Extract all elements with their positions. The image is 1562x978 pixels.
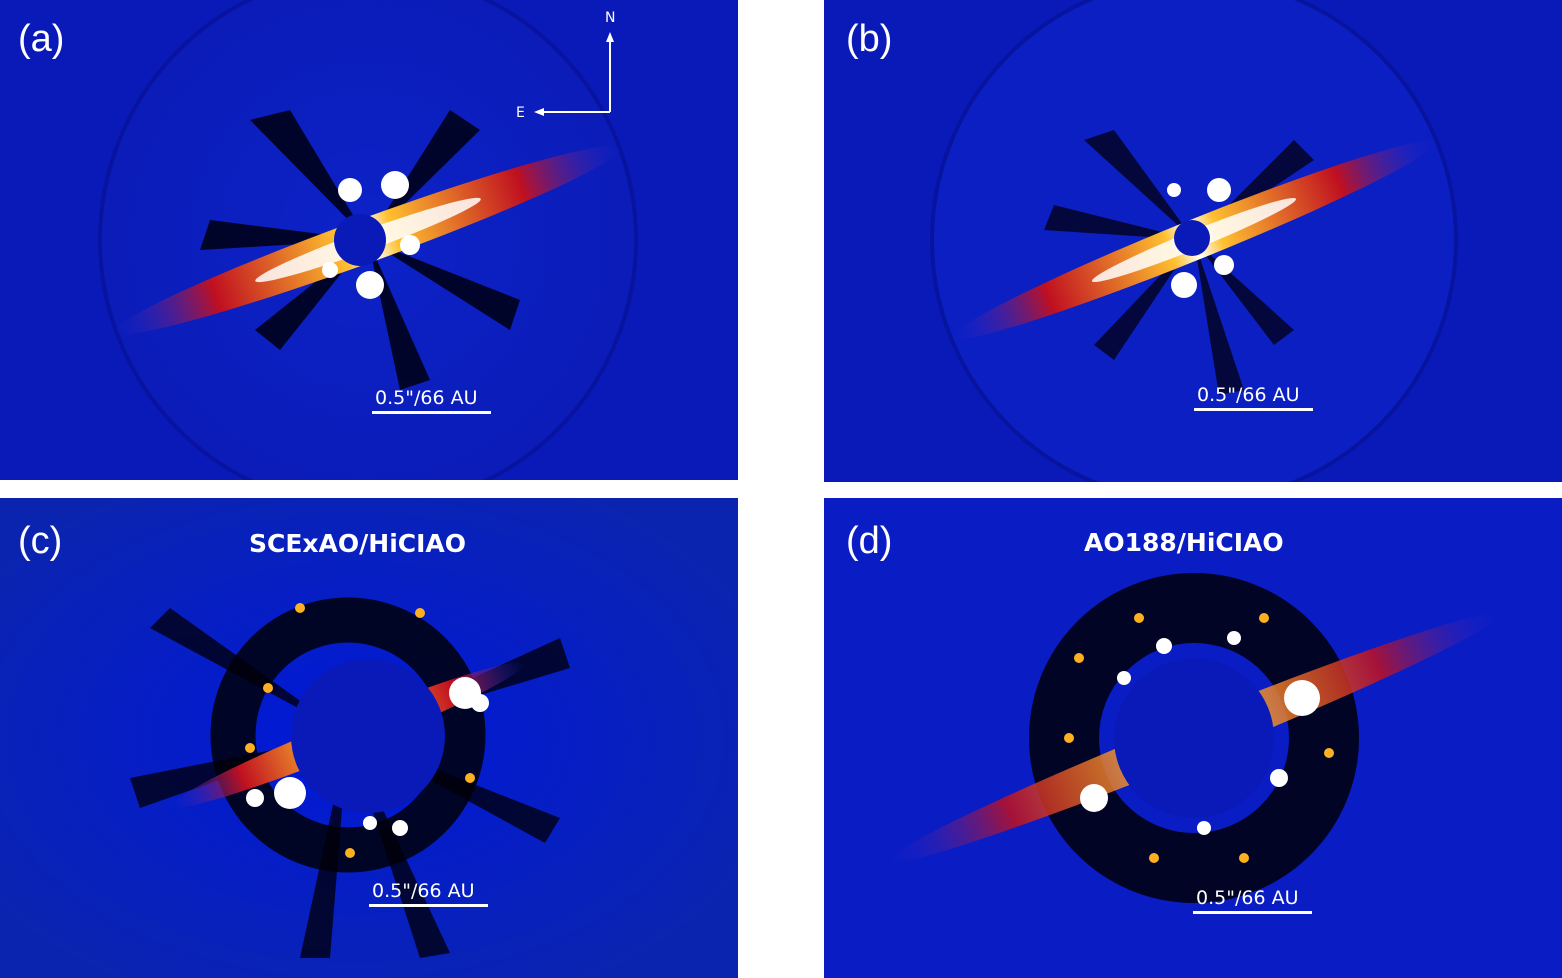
panel-a-image [0,0,738,480]
compass-north-label: N [605,10,616,26]
panel-d: (d) AO188/HiCIAO 0.5"/66 AU [824,498,1562,978]
panel-d-image [824,498,1562,978]
scale-bar [1193,911,1312,914]
panel-c: (c) SCExAO/HiCIAO 0.5"/66 AU [0,498,738,978]
compass-arrows-icon [534,32,614,116]
scale-bar-label: 0.5"/66 AU [372,880,475,902]
scale-bar-label: 0.5"/66 AU [375,387,478,409]
panel-label: (b) [846,18,893,60]
scale-bar-label: 0.5"/66 AU [1197,384,1300,406]
scale-bar [1194,408,1313,411]
compass-east-label: E [516,105,525,121]
panel-title: AO188/HiCIAO [1084,528,1284,557]
panel-title: SCExAO/HiCIAO [249,529,467,558]
panel-a: (a) N E 0.5"/66 AU [0,0,738,480]
scale-bar-label: 0.5"/66 AU [1196,887,1299,909]
panel-c-image [0,498,738,978]
panel-label: (d) [846,520,893,562]
panel-label: (a) [18,18,65,60]
scale-bar [372,411,491,414]
panel-b: (b) 0.5"/66 AU [824,0,1562,482]
scale-bar [369,904,488,907]
panel-label: (c) [18,520,63,562]
panel-b-image [824,0,1562,482]
